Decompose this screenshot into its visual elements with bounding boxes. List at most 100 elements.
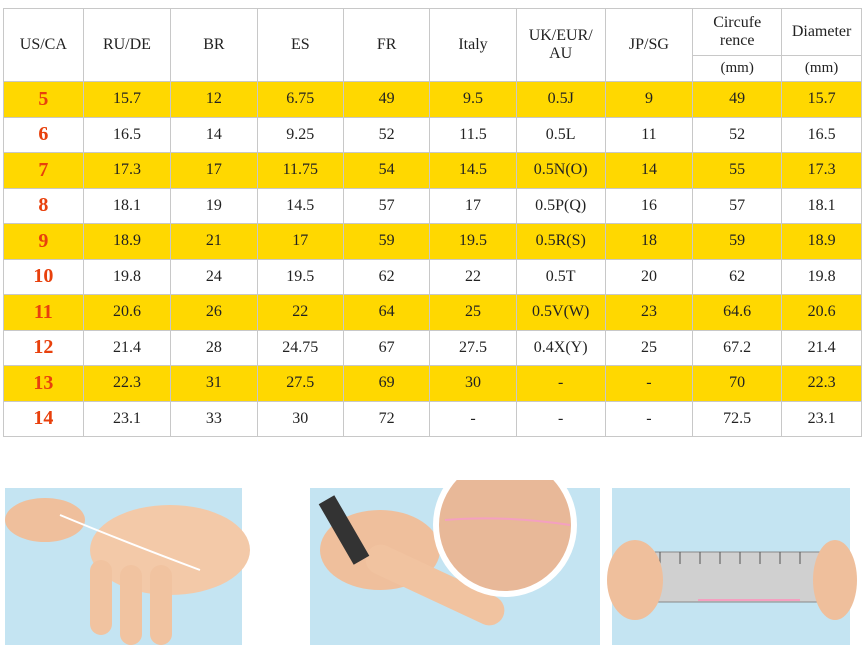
table-row: (mm) (mm) <box>4 55 862 82</box>
photo-finger <box>5 488 250 645</box>
table-row: 5 15.7 12 6.75 49 9.5 0.5J 9 49 15.7 <box>3 81 862 118</box>
size-value: 0.5L <box>515 116 606 153</box>
size-value: 17.3 <box>82 152 172 189</box>
size-value: 9.5 <box>429 81 517 118</box>
size-value: 25 <box>429 294 517 331</box>
size-value: 23.1 <box>82 400 172 437</box>
size-value: 20 <box>604 258 694 295</box>
size-value: - <box>604 400 694 437</box>
size-value: 23 <box>604 294 694 331</box>
size-value: 23.1 <box>781 400 862 437</box>
size-value: 20.6 <box>82 294 172 331</box>
size-value: 22 <box>256 294 345 331</box>
column-header: Circufe rence <box>692 8 783 56</box>
size-value: 11.75 <box>256 152 345 189</box>
size-value: 0.5T <box>515 258 606 295</box>
size-value: 31 <box>170 365 258 402</box>
size-value: 17.3 <box>781 152 862 189</box>
size-value: 17 <box>256 223 345 260</box>
size-value: 22.3 <box>82 365 172 402</box>
size-value: 57 <box>343 187 431 224</box>
column-header: RU/DE <box>82 8 172 82</box>
size-value: 15.7 <box>781 81 862 118</box>
photo-mark <box>310 480 600 645</box>
size-value: 20.6 <box>781 294 862 331</box>
photo-ruler <box>607 488 857 645</box>
size-value: 9 <box>604 81 694 118</box>
size-value: 52 <box>692 116 783 153</box>
size-value: 0.5P(Q) <box>515 187 606 224</box>
table-row: 13 22.3 31 27.5 69 30- -70 22.3 <box>3 365 862 402</box>
us-size: 6 <box>3 116 84 153</box>
size-value: 0.5R(S) <box>515 223 606 260</box>
size-value: 59 <box>692 223 783 260</box>
size-value: 22.3 <box>781 365 862 402</box>
size-value: 62 <box>692 258 783 295</box>
size-value: 17 <box>429 187 517 224</box>
size-value: 16 <box>604 187 694 224</box>
size-value: 70 <box>692 365 783 402</box>
size-value: 72.5 <box>692 400 783 437</box>
size-value: 19.5 <box>256 258 345 295</box>
table-row: 9 18.9 21 17 59 19.5 0.5R(S) 18 59 18.9 <box>3 223 862 260</box>
size-value: 18.1 <box>82 187 172 224</box>
size-value: 16.5 <box>781 116 862 153</box>
size-value: 57 <box>692 187 783 224</box>
size-value: - <box>515 365 606 402</box>
size-value: 12 <box>170 81 258 118</box>
size-value: 64.6 <box>692 294 783 331</box>
column-header: FR <box>343 8 431 82</box>
us-size: 10 <box>3 258 84 295</box>
size-value: 25 <box>604 329 694 366</box>
size-value: 67.2 <box>692 329 783 366</box>
size-value: 49 <box>343 81 431 118</box>
table-row: 11 20.6 26 22 64 25 0.5V(W) 23 64.6 20.6 <box>3 294 862 331</box>
measuring-photos <box>5 480 857 645</box>
size-value: 52 <box>343 116 431 153</box>
size-value: 14 <box>604 152 694 189</box>
size-value: 19 <box>170 187 258 224</box>
column-header: BR <box>170 8 258 82</box>
us-size: 8 <box>3 187 84 224</box>
table-row: 8 18.1 19 14.5 57 17 0.5P(Q) 16 57 18.1 <box>3 187 862 224</box>
us-size: 7 <box>3 152 84 189</box>
size-value: 21.4 <box>82 329 172 366</box>
size-value: 21.4 <box>781 329 862 366</box>
column-header: Diameter <box>781 8 862 56</box>
size-value: 33 <box>170 400 258 437</box>
column-header: Italy <box>429 8 517 82</box>
size-value: 0.5J <box>515 81 606 118</box>
size-value: 55 <box>692 152 783 189</box>
size-value: 72 <box>343 400 431 437</box>
size-value: 18.9 <box>781 223 862 260</box>
size-value: 26 <box>170 294 258 331</box>
size-value: 62 <box>343 258 431 295</box>
size-value: 30 <box>429 365 517 402</box>
table-row: 12 21.4 28 24.75 67 27.5 0.4X(Y) 25 67.2 21.4 <box>3 329 862 366</box>
size-value: 14 <box>170 116 258 153</box>
size-value: 19.5 <box>429 223 517 260</box>
size-value: 14.5 <box>429 152 517 189</box>
size-value: - <box>429 400 517 437</box>
size-value: 30 <box>256 400 345 437</box>
size-value: 22 <box>429 258 517 295</box>
size-value: 11.5 <box>429 116 517 153</box>
size-value: 69 <box>343 365 431 402</box>
size-value: 19.8 <box>82 258 172 295</box>
us-size: 11 <box>3 294 84 331</box>
table-row: 10 19.8 24 19.5 62 22 0.5T 20 62 19.8 <box>3 258 862 295</box>
size-value: 21 <box>170 223 258 260</box>
size-value: 9.25 <box>256 116 345 153</box>
us-size: 9 <box>3 223 84 260</box>
size-value: 54 <box>343 152 431 189</box>
size-value: 27.5 <box>256 365 345 402</box>
size-value: 0.5N(O) <box>515 152 606 189</box>
size-value: 16.5 <box>82 116 172 153</box>
size-value: 14.5 <box>256 187 345 224</box>
us-size: 14 <box>3 400 84 437</box>
column-header: UK/EUR/ AU <box>515 8 606 82</box>
size-value: 24 <box>170 258 258 295</box>
column-unit: (mm) <box>781 55 862 82</box>
size-value: - <box>515 400 606 437</box>
size-value: 67 <box>343 329 431 366</box>
